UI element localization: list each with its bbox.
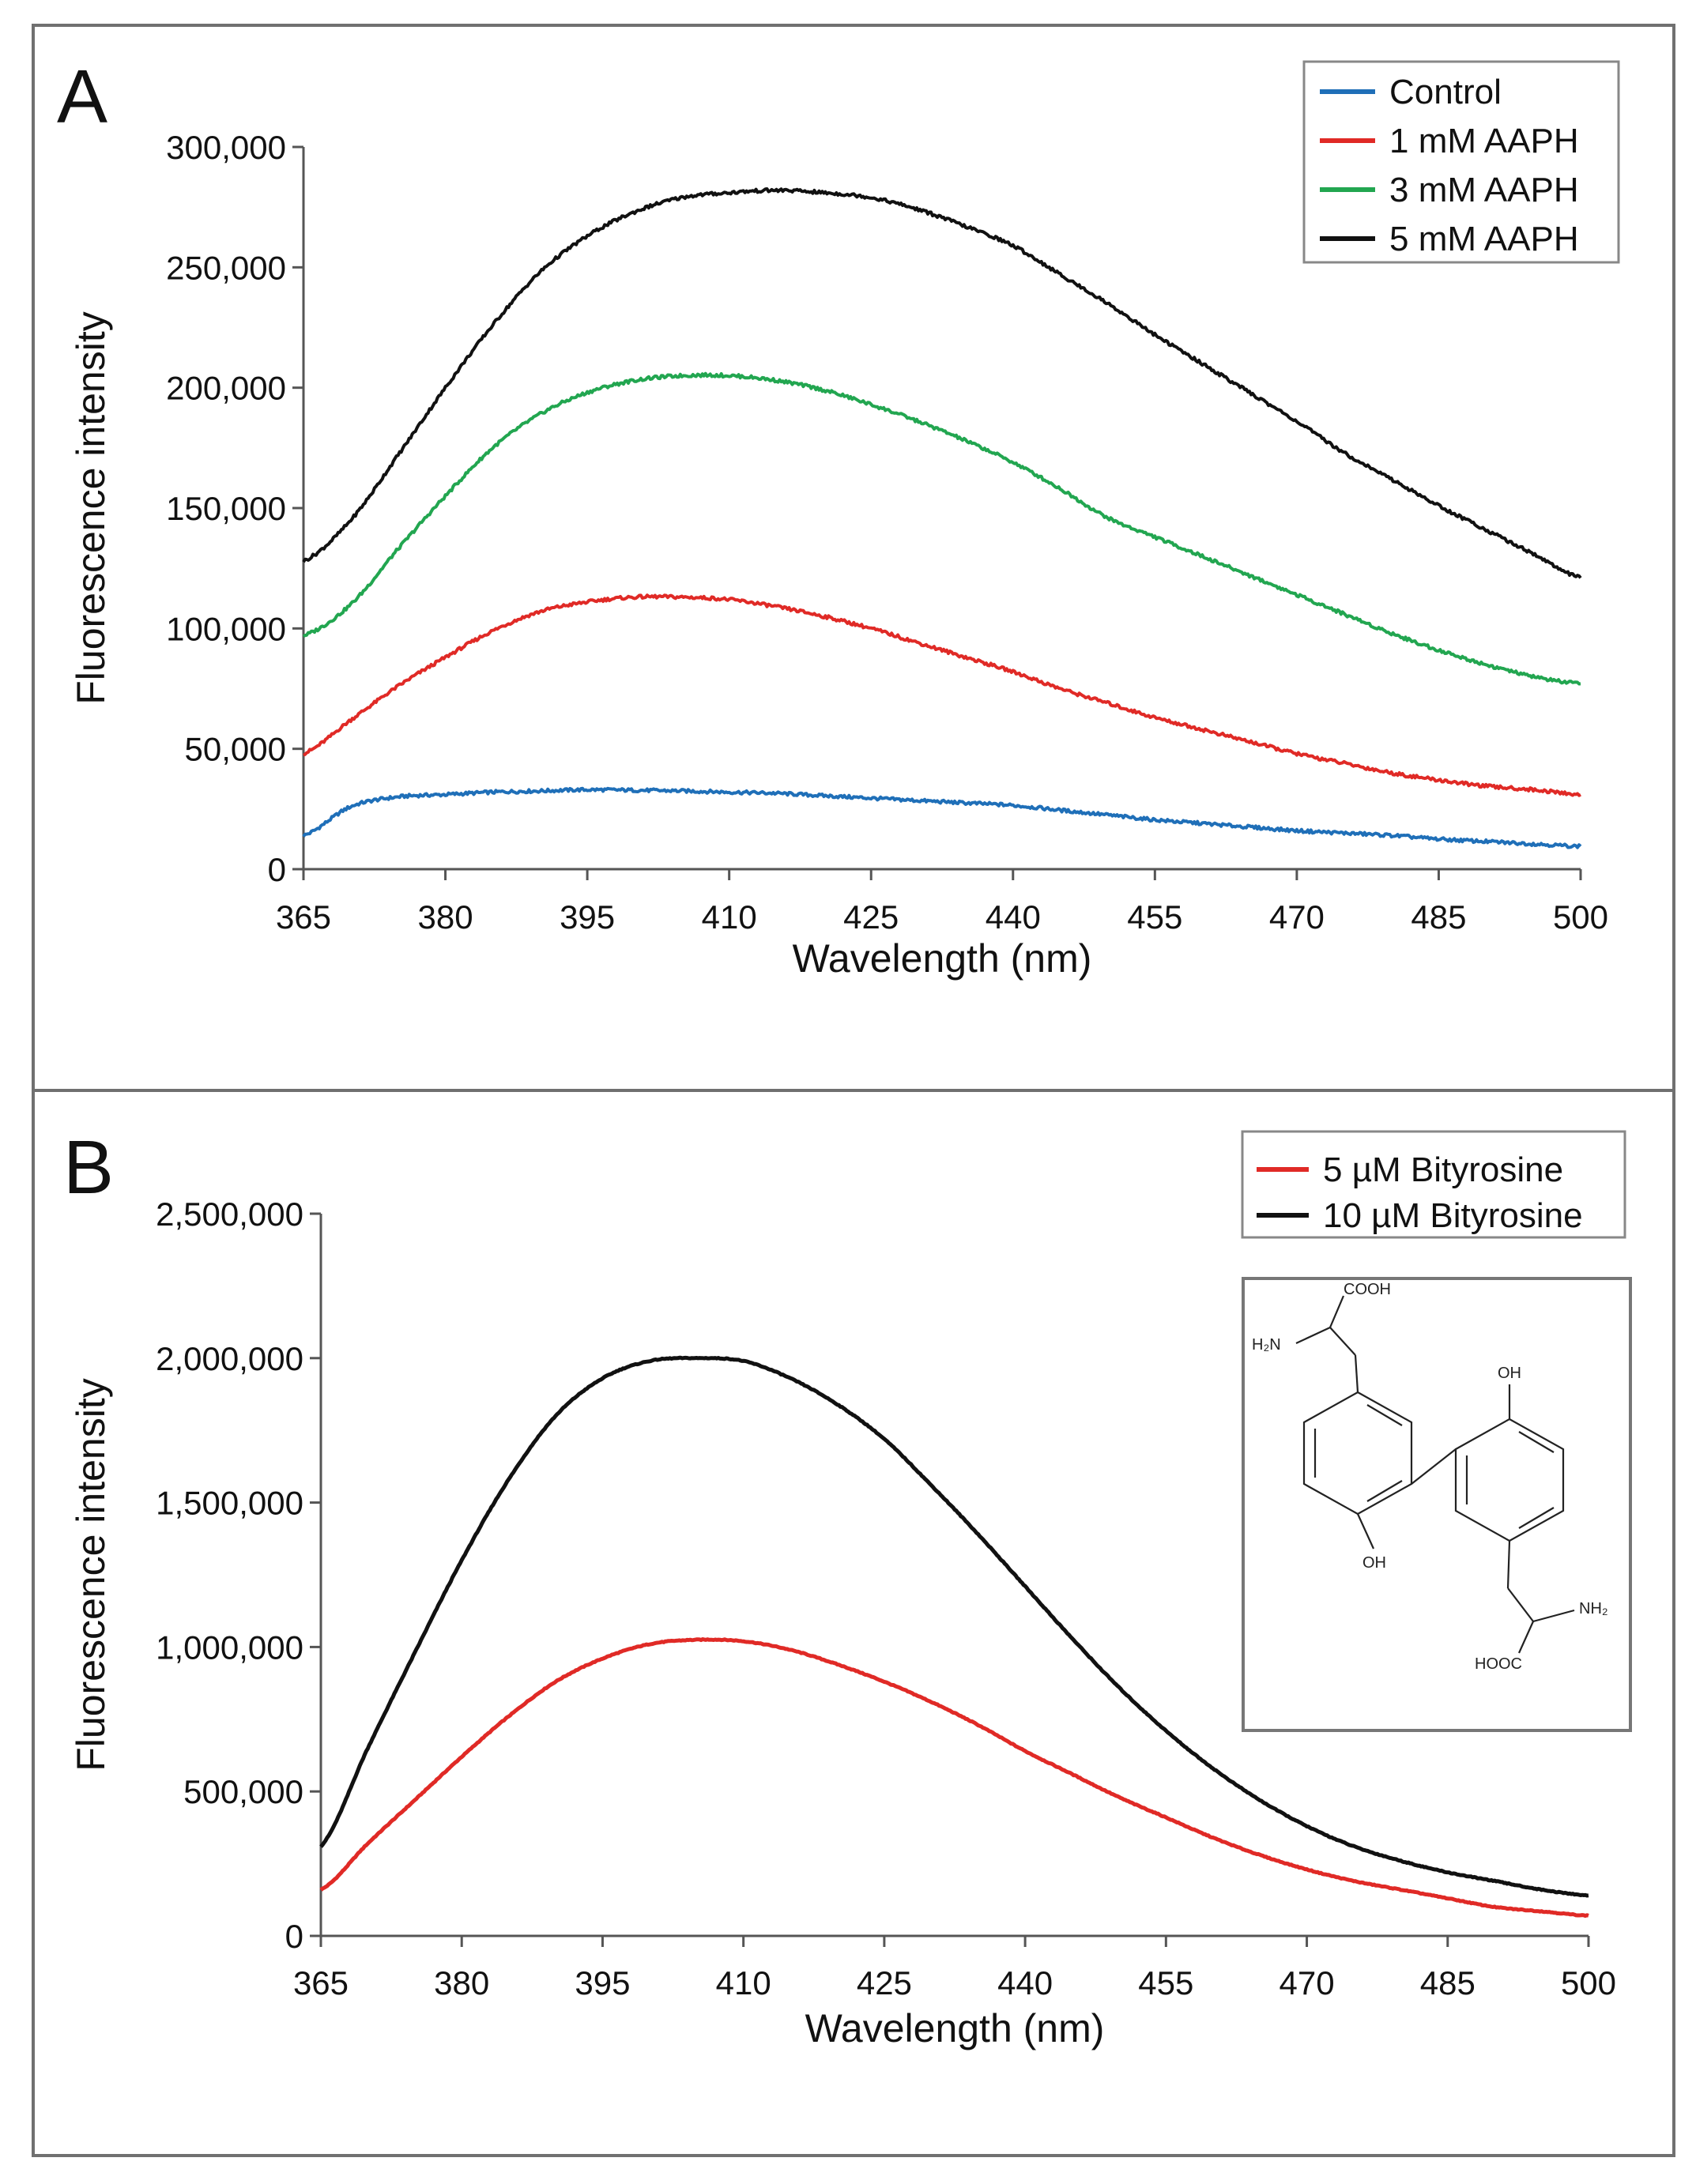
y-tick-label: 500,000 <box>183 1773 303 1810</box>
x-tick-label: 410 <box>716 1964 771 2001</box>
series-line-10-m-bityrosine <box>319 1355 1589 1898</box>
bityrosine-structure-inset: COOH H₂N OH OH NH₂ HOOC <box>1242 1277 1632 1732</box>
legend-entry-label: 5 µM Bityrosine <box>1323 1150 1563 1189</box>
y-tick-label: 0 <box>268 851 286 888</box>
legend-box <box>1241 1130 1626 1239</box>
y-tick-label: 0 <box>285 1918 303 1955</box>
panel-letter-a: A <box>57 55 107 139</box>
y-tick-label: 100,000 <box>166 610 286 647</box>
x-tick-label: 395 <box>575 1964 630 2001</box>
y-tick-label: 1,500,000 <box>156 1485 303 1522</box>
x-tick-label: 500 <box>1561 1964 1616 2001</box>
series-line-1-mm-aaph <box>303 593 1581 797</box>
structure-label-oh-right: OH <box>1498 1365 1521 1382</box>
bityrosine-structure-drawing <box>1295 1295 1575 1654</box>
structure-label-oh-left: OH <box>1362 1554 1386 1572</box>
x-tick-label: 365 <box>276 898 331 936</box>
legend-entry-label: 5 mM AAPH <box>1389 220 1579 258</box>
y-axis-title: Fluorescence intensity <box>69 311 113 704</box>
y-tick-label: 150,000 <box>166 490 286 527</box>
legend-entry-label: 10 µM Bityrosine <box>1323 1196 1583 1235</box>
legend-box <box>1302 60 1620 264</box>
x-tick-label: 500 <box>1553 898 1608 936</box>
y-tick-label: 200,000 <box>166 370 286 407</box>
x-tick-label: 395 <box>560 898 615 936</box>
series-line-5-m-bityrosine <box>319 1637 1589 1919</box>
structure-label-cooh: COOH <box>1344 1281 1391 1298</box>
x-tick-label: 440 <box>986 898 1041 936</box>
structure-label-hooc: HOOC <box>1475 1655 1522 1673</box>
x-tick-label: 455 <box>1138 1964 1193 2001</box>
panel-divider <box>32 1089 1675 1092</box>
x-tick-label: 470 <box>1269 898 1325 936</box>
structure-inset-border <box>1242 1277 1632 1732</box>
legend-entry-label: Control <box>1389 73 1502 111</box>
series-line-control <box>302 786 1582 849</box>
chart-panel-a: A 0 50,000 100,000 150,000 200,000 250,000 300… <box>57 55 1620 981</box>
x-tick-label: 380 <box>418 898 473 936</box>
legend-entry-label: 3 mM AAPH <box>1389 171 1579 209</box>
x-tick-label: 485 <box>1420 1964 1476 2001</box>
y-tick-label: 250,000 <box>166 249 286 286</box>
legend-entry-label: 1 mM AAPH <box>1389 122 1579 160</box>
x-tick-label: 410 <box>702 898 757 936</box>
series-line-3-mm-aaph <box>302 371 1581 686</box>
y-tick-label: 1,000,000 <box>156 1629 303 1666</box>
x-axis-title: Wavelength (nm) <box>805 2006 1105 2050</box>
structure-label-h2n: H₂N <box>1252 1336 1281 1354</box>
y-tick-label: 50,000 <box>185 731 286 768</box>
series-line-5-mm-aaph <box>302 187 1582 579</box>
x-tick-label: 425 <box>857 1964 912 2001</box>
y-tick-label: 300,000 <box>166 129 286 166</box>
x-tick-label: 425 <box>843 898 899 936</box>
y-tick-label: 2,000,000 <box>156 1340 303 1377</box>
x-tick-label: 485 <box>1411 898 1466 936</box>
structure-label-nh2: NH₂ <box>1579 1600 1608 1617</box>
x-tick-label: 365 <box>293 1964 349 2001</box>
x-tick-label: 455 <box>1127 898 1182 936</box>
x-tick-label: 470 <box>1280 1964 1335 2001</box>
x-axis-title: Wavelength (nm) <box>793 936 1092 981</box>
y-tick-label: 2,500,000 <box>156 1196 303 1233</box>
x-tick-label: 440 <box>997 1964 1053 2001</box>
y-axis-title: Fluorescence intensity <box>69 1378 113 1771</box>
x-tick-label: 380 <box>434 1964 489 2001</box>
panel-letter-b: B <box>63 1125 114 1210</box>
